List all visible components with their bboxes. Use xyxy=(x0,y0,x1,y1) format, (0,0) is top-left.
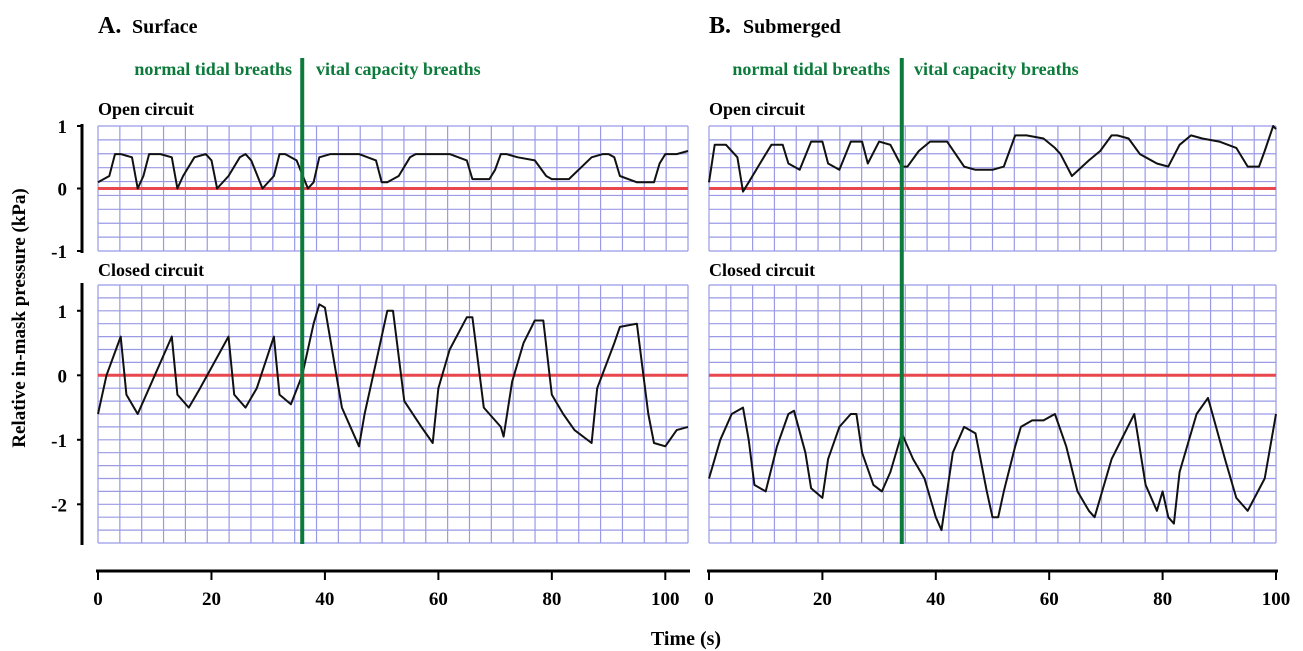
x-tick-label: 20 xyxy=(813,589,832,610)
panel-a: A. Surface normal tidal breaths vital ca… xyxy=(98,13,481,280)
pressure-trace xyxy=(97,150,689,190)
x-tick-label: 40 xyxy=(926,589,945,610)
panel-a-tidal-label: normal tidal breaths xyxy=(134,59,292,79)
panel-b-vc-label: vital capacity breaths xyxy=(914,59,1079,79)
y-tick-label: -2 xyxy=(51,495,67,516)
plot-area: 1 0 -1 1 0 -1 -2 0 20 40 60 80 100 0 20 40 60 80 100 xyxy=(51,58,1290,610)
y-tick-label: 1 xyxy=(58,117,68,138)
panel-b-closed-circuit-label: Closed circuit xyxy=(709,260,815,280)
y-tick-label: -1 xyxy=(51,431,67,452)
panel-a-open-circuit-label: Open circuit xyxy=(98,99,194,119)
x-tick-label: 60 xyxy=(1040,589,1059,610)
pressure-trace xyxy=(708,125,1277,193)
subplot-b-closed xyxy=(708,284,1277,544)
x-tick-label: 80 xyxy=(1153,589,1172,610)
x-tick-label: 0 xyxy=(704,589,714,610)
panel-a-letter: A. xyxy=(98,13,121,39)
subplot-a-open: 1 0 -1 xyxy=(51,117,689,263)
panel-b-title: Submerged xyxy=(743,16,841,38)
panel-a-vc-label: vital capacity breaths xyxy=(316,59,481,79)
x-tick-label: 60 xyxy=(429,589,448,610)
x-tick-label: 100 xyxy=(1262,589,1291,610)
y-tick-label: 0 xyxy=(58,366,68,387)
x-axis-label: Time (s) xyxy=(651,628,721,650)
y-tick-label: 0 xyxy=(58,180,68,201)
panel-b-letter: B. xyxy=(709,13,731,39)
panel-b-open-circuit-label: Open circuit xyxy=(709,99,805,119)
y-axis-label: Relative in-mask pressure (kPa) xyxy=(9,188,30,447)
subplot-b-open xyxy=(708,125,1277,252)
pressure-trace xyxy=(708,396,1277,532)
subplot-a-closed: 1 0 -1 -2 xyxy=(51,283,689,545)
x-tick-label: 0 xyxy=(93,589,103,610)
panel-b-tidal-label: normal tidal breaths xyxy=(732,59,890,79)
x-tick-label: 40 xyxy=(315,589,334,610)
panel-a-title: Surface xyxy=(132,16,198,38)
x-tick-label: 100 xyxy=(651,589,680,610)
y-tick-label: -1 xyxy=(51,242,67,263)
panel-a-closed-circuit-label: Closed circuit xyxy=(98,260,204,280)
x-tick-label: 20 xyxy=(202,589,221,610)
x-tick-label: 80 xyxy=(542,589,561,610)
y-tick-label: 1 xyxy=(58,302,68,323)
panel-b: B. Submerged normal tidal breaths vital … xyxy=(709,13,1079,280)
pressure-trace xyxy=(97,303,689,448)
